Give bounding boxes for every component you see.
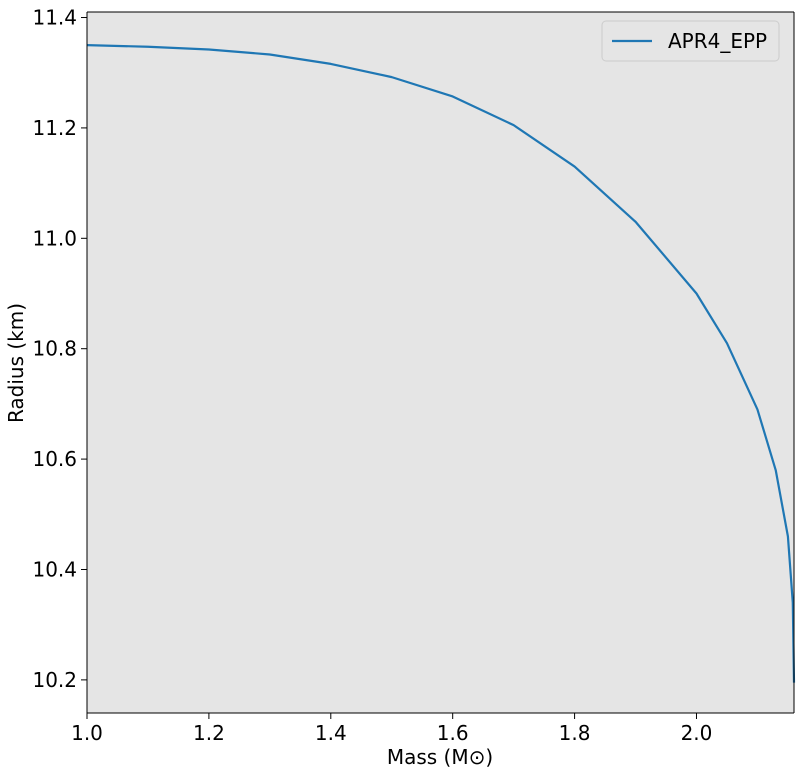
y-axis-label: Radius (km) <box>4 303 28 423</box>
y-tick-label: 10.4 <box>32 557 77 581</box>
y-tick-label: 10.8 <box>32 337 77 361</box>
legend-label-apr4-epp: APR4_EPP <box>668 29 767 53</box>
y-tick-label: 11.2 <box>32 116 77 140</box>
x-tick-label: 1.6 <box>437 721 469 745</box>
x-axis-label: Mass (M⊙) <box>387 745 493 769</box>
x-tick-label: 2.0 <box>681 721 713 745</box>
series-line-0 <box>86 44 796 683</box>
x-tick-label: 1.0 <box>71 721 103 745</box>
x-tick-label: 1.2 <box>193 721 225 745</box>
x-tick-label: 1.4 <box>315 721 347 745</box>
y-tick-label: 11.0 <box>32 226 77 250</box>
ticks: 1.0 1.2 1.4 1.6 1.8 2.0 10.2 10.4 10.6 10.8 11.0 11… <box>32 6 712 745</box>
y-tick-label: 10.2 <box>32 668 77 692</box>
plot-area <box>87 12 794 713</box>
legend-box <box>601 20 780 62</box>
y-tick-label: 10.6 <box>32 447 77 471</box>
legend: APR4_EPP <box>601 20 780 62</box>
axes <box>86 11 795 714</box>
series-layer <box>86 44 796 683</box>
x-tick-label: 1.8 <box>559 721 591 745</box>
y-tick-label: 11.4 <box>32 6 77 30</box>
